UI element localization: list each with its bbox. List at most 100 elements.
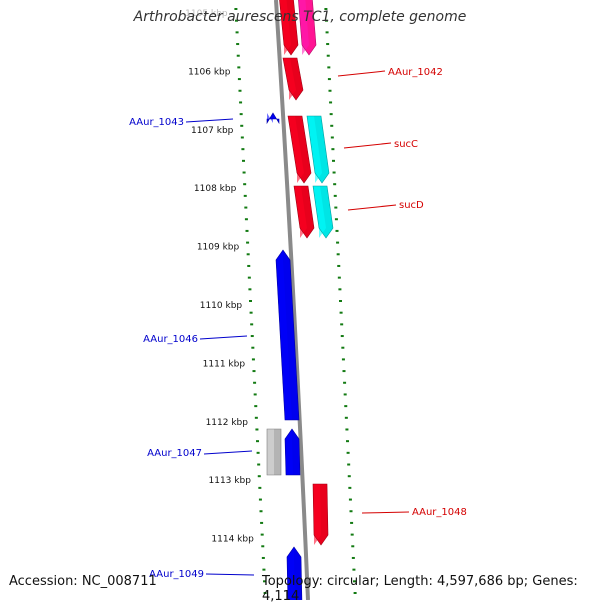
minor-tick-right: [353, 580, 357, 583]
minor-tick-left: [256, 451, 260, 454]
minor-tick-left: [253, 381, 257, 384]
minor-tick-left: [263, 580, 267, 583]
minor-tick-left: [261, 545, 265, 548]
gene-label[interactable]: AAur_1046: [143, 334, 198, 345]
gene-arrow-sucd-outline: [293, 185, 315, 239]
minor-tick-right: [339, 311, 343, 314]
gene-arrow-aaur-1047-gray-outline: [266, 428, 282, 476]
minor-tick-right: [334, 218, 338, 221]
gene-features: [266, 0, 334, 605]
gene-arrow-upstream-pink[interactable]: [298, 0, 317, 56]
ruler-tick-label: 1105 kbp: [185, 9, 228, 19]
minor-tick-left: [247, 276, 251, 279]
gene-label-leader: [199, 335, 248, 340]
minor-tick-right: [326, 43, 330, 46]
minor-tick-right: [350, 521, 354, 524]
minor-tick-right: [327, 78, 331, 81]
minor-tick-left: [243, 183, 247, 186]
gene-arrow-aaur-1049-highlight: [287, 547, 295, 605]
gene-label[interactable]: AAur_1047: [147, 448, 202, 459]
minor-tick-left: [253, 393, 257, 396]
minor-tick-right: [348, 486, 352, 489]
gene-arrow-aaur-1042[interactable]: [282, 57, 304, 101]
minor-tick-left: [240, 136, 244, 139]
minor-tick-right: [331, 148, 335, 151]
accession-text: Accession: NC_008711: [9, 574, 157, 589]
gene-arrow-sucd[interactable]: [293, 185, 315, 239]
gene-arrow-aaur-1049-outline: [286, 546, 303, 605]
minor-tick-right: [343, 393, 347, 396]
minor-tick-left: [237, 66, 241, 69]
ruler-tick-label: 1113 kbp: [209, 476, 252, 486]
gene-label[interactable]: AAur_1049: [149, 569, 204, 580]
minor-tick-right: [347, 463, 351, 466]
minor-tick-left: [254, 416, 258, 419]
gene-arrow-aaur-1048-outline: [312, 483, 329, 546]
ruler-tick-label: 1112 kbp: [206, 418, 249, 428]
gene-label-leader: [205, 573, 255, 576]
minor-tick-left: [241, 148, 245, 151]
minor-tick-right: [330, 124, 334, 127]
minor-tick-left: [246, 253, 250, 256]
minor-tick-left: [235, 31, 239, 34]
gene-arrow-upstream-red[interactable]: [279, 0, 299, 56]
gene-arrow-succ-cyan[interactable]: [306, 115, 330, 184]
minor-tick-left: [234, 19, 238, 22]
gene-arrow-upstream-pink-outline: [298, 0, 317, 56]
gene-arrow-aaur-1047-gray[interactable]: [266, 428, 282, 476]
gene-arrow-aaur-1042-outline: [282, 57, 304, 101]
minor-tick-left: [262, 568, 266, 571]
gene-label-leader: [203, 450, 253, 455]
gene-arrow-aaur-1049[interactable]: [286, 546, 303, 605]
genome-backbone-line: [274, 0, 310, 601]
minor-tick-right: [350, 533, 354, 536]
gene-arrow-succ-cyan-highlight: [307, 116, 322, 183]
tick-marks: 1105 kbp 1106 kbp 1107 kbp 1108 kbp 1109 kbp…: [185, 8, 357, 594]
ruler-tick-label: 1106 kbp: [188, 67, 231, 77]
minor-tick-left: [239, 101, 243, 104]
minor-tick-right: [345, 428, 349, 431]
gene-arrow-aaur-1043-outline: [266, 112, 280, 125]
genome-title: Arthrobacter aurescens TC1, complete gen…: [133, 9, 467, 25]
ruler-tick-label: 1107 kbp: [191, 126, 234, 136]
gene-arrow-succ-outline: [287, 115, 312, 184]
gene-label[interactable]: AAur_1042: [388, 67, 443, 78]
gene-label[interactable]: AAur_1043: [129, 117, 184, 128]
minor-tick-left: [252, 370, 256, 373]
minor-tick-left: [239, 113, 243, 116]
gene-arrow-aaur-1047-outline: [284, 428, 301, 476]
gene-arrow-aaur-1046[interactable]: [275, 249, 300, 421]
minor-tick-right: [332, 171, 336, 174]
minor-tick-left: [254, 405, 258, 408]
gene-arrow-succ[interactable]: [287, 115, 312, 184]
minor-tick-right: [326, 54, 330, 57]
minor-tick-left: [236, 43, 240, 46]
minor-tick-right: [336, 253, 340, 256]
gene-label[interactable]: AAur_1048: [412, 507, 467, 518]
minor-tick-right: [333, 183, 337, 186]
minor-tick-left: [260, 533, 264, 536]
minor-tick-left: [243, 194, 247, 197]
minor-tick-left: [256, 440, 260, 443]
gene-arrow-aaur-1048-highlight: [313, 484, 321, 545]
minor-tick-left: [238, 89, 242, 92]
gene-arrow-aaur-1047[interactable]: [284, 428, 301, 476]
gene-label[interactable]: sucD: [399, 200, 424, 211]
minor-tick-left: [249, 300, 252, 302]
minor-tick-right: [353, 592, 357, 594]
gene-arrow-aaur-1043[interactable]: [266, 112, 280, 125]
gene-arrow-aaur-1047-gray-highlight: [267, 429, 274, 475]
ruler-tick-label: 1109 kbp: [197, 243, 240, 253]
minor-tick-left: [244, 218, 248, 221]
gene-arrow-sucd-cyan[interactable]: [312, 185, 334, 239]
gene-label[interactable]: sucC: [394, 139, 418, 150]
gene-arrow-aaur-1048[interactable]: [312, 483, 329, 546]
minor-tick-right: [330, 136, 334, 139]
minor-tick-right: [334, 206, 338, 209]
minor-tick-right: [344, 405, 348, 408]
minor-tick-left: [257, 475, 261, 478]
minor-tick-right: [349, 510, 353, 513]
minor-tick-left: [263, 592, 267, 594]
minor-tick-right: [329, 101, 333, 104]
gene-labels: AAur_1042 AAur_1043 sucC sucD AAur_1046 AAur_…: [129, 67, 467, 580]
